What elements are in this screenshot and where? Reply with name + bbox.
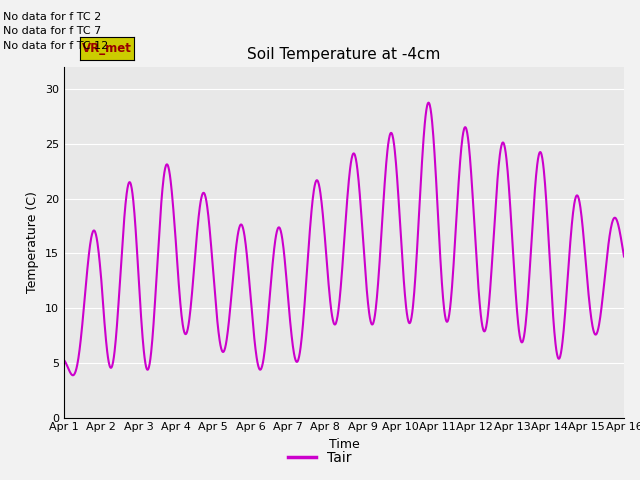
- Text: VR_met: VR_met: [83, 42, 132, 55]
- Text: No data for f TC 2: No data for f TC 2: [3, 12, 102, 22]
- Text: No data for f TC 12: No data for f TC 12: [3, 41, 108, 51]
- Y-axis label: Temperature (C): Temperature (C): [26, 192, 40, 293]
- X-axis label: Time: Time: [328, 438, 360, 451]
- Title: Soil Temperature at -4cm: Soil Temperature at -4cm: [247, 47, 441, 62]
- Text: No data for f TC 7: No data for f TC 7: [3, 26, 102, 36]
- Legend: Tair: Tair: [283, 445, 357, 471]
